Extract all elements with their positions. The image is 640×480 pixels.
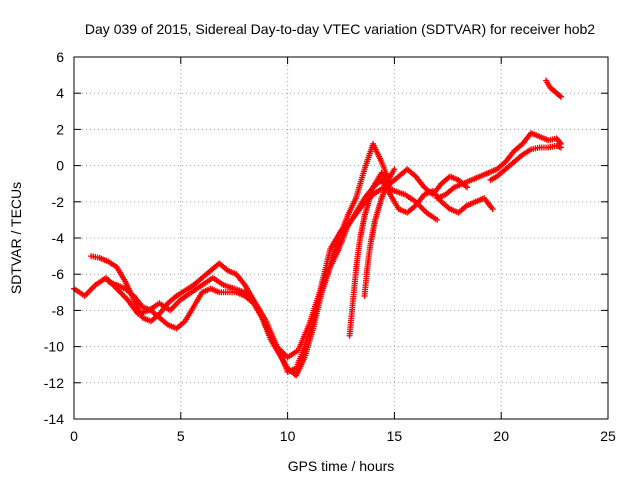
y-tick-label: 2: [56, 121, 64, 137]
data-series-3: [105, 177, 496, 379]
y-tick-label: -12: [44, 375, 64, 391]
data-series-5: [361, 166, 398, 299]
x-tick-label: 20: [493, 428, 509, 444]
chart-title: Day 039 of 2015, Sidereal Day-to-day VTE…: [85, 21, 595, 37]
x-axis-label: GPS time / hours: [288, 458, 395, 474]
data-markers: [71, 77, 565, 379]
y-tick-label: -10: [44, 339, 64, 355]
data-point: [558, 144, 565, 151]
data-point: [434, 216, 441, 223]
y-tick-label: 4: [56, 85, 64, 101]
data-point: [464, 184, 471, 191]
x-tick-label: 15: [387, 428, 403, 444]
y-axis-label: SDTVAR / TECUs: [8, 182, 24, 294]
data-series-8: [543, 77, 565, 100]
x-tick-label: 0: [70, 428, 78, 444]
data-series-6: [434, 130, 565, 202]
y-tick-label: -4: [52, 230, 65, 246]
y-tick-label: 6: [56, 49, 64, 65]
y-tick-label: -8: [52, 302, 65, 318]
data-point: [556, 92, 563, 99]
x-tick-label: 5: [177, 428, 185, 444]
data-series-1: [71, 184, 441, 361]
data-point: [489, 206, 496, 213]
data-series-7: [487, 142, 565, 184]
y-tick-label: 0: [56, 158, 64, 174]
data-point: [558, 93, 565, 100]
x-tick-label: 10: [280, 428, 296, 444]
axis-ticks: 0 5 10 15 20 25 -14 -12 -10 -8 -6 -4 -2 0 2 4 6: [44, 49, 616, 444]
y-tick-label: -2: [52, 194, 65, 210]
y-tick-label: -14: [44, 411, 64, 427]
y-tick-label: -6: [52, 266, 65, 282]
data-point: [391, 166, 398, 173]
data-series-2: [88, 140, 471, 375]
x-tick-label: 25: [600, 428, 616, 444]
